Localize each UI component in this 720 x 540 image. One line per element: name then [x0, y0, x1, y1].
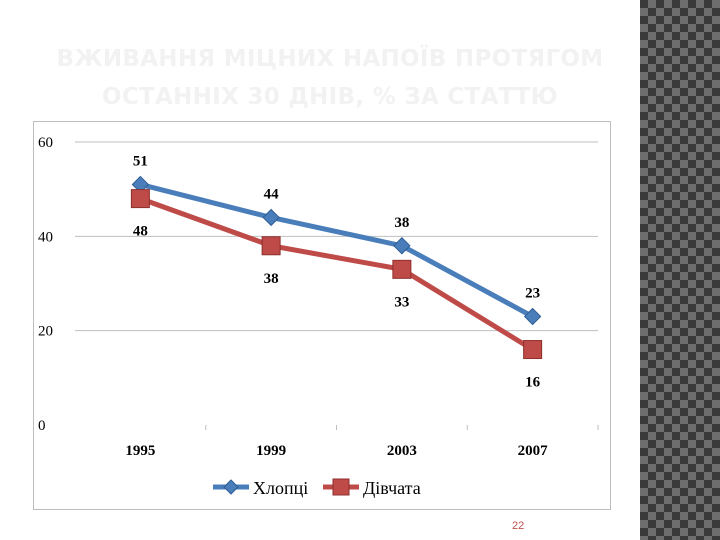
decorative-side-pattern — [640, 0, 720, 540]
data-label: 51 — [133, 153, 148, 169]
page-number: 22 — [512, 520, 525, 532]
legend-marker — [332, 478, 350, 496]
legend-label: Дівчата — [363, 478, 421, 498]
data-point-girls — [261, 236, 281, 256]
title-line-2: ОСТАННІХ 30 ДНІВ, % ЗА СТАТТЮ — [102, 84, 558, 110]
data-label: 23 — [525, 286, 540, 302]
data-label: 16 — [525, 375, 541, 391]
slide-title: ВЖИВАННЯ МІЦНИХ НАПОЇВ ПРОТЯГОМ ОСТАННІХ… — [20, 40, 640, 116]
y-tick-label: 40 — [38, 229, 53, 245]
legend-label: Хлопці — [253, 478, 308, 498]
y-tick-label: 0 — [38, 418, 46, 434]
data-point-boys — [393, 237, 411, 255]
data-point-girls — [523, 340, 543, 360]
data-point-girls — [392, 259, 412, 279]
data-point-boys — [262, 208, 280, 227]
data-point-boys — [523, 307, 542, 326]
y-tick-label: 60 — [38, 135, 53, 151]
data-label: 38 — [394, 215, 409, 231]
x-tick-label: 2007 — [518, 443, 549, 459]
data-point-girls — [130, 189, 150, 209]
x-tick-label: 1995 — [125, 443, 155, 459]
series-line-2 — [137, 196, 536, 353]
x-tick-label: 2003 — [387, 443, 417, 459]
x-tick-label: 1999 — [256, 443, 286, 459]
title-line-1: ВЖИВАННЯ МІЦНИХ НАПОЇВ ПРОТЯГОМ — [56, 46, 604, 72]
series-line-1 — [137, 181, 536, 320]
chart-frame — [33, 121, 611, 510]
data-label: 48 — [133, 224, 148, 240]
data-label: 44 — [264, 186, 280, 202]
data-label: 33 — [394, 294, 409, 310]
data-label: 38 — [264, 271, 279, 287]
y-tick-label: 20 — [38, 324, 53, 340]
legend-marker — [223, 479, 239, 495]
